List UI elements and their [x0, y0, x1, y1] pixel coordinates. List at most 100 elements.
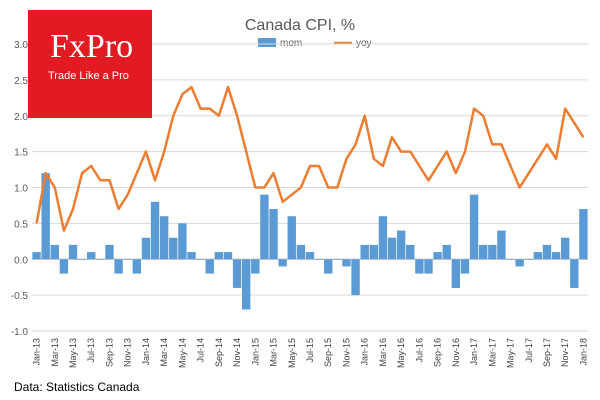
legend-mom-swatch [258, 38, 276, 47]
mom-bar [242, 259, 251, 310]
x-tick-label: Jan-15 [250, 338, 260, 366]
x-tick-label: Sep-15 [323, 338, 333, 367]
x-tick-label: May-15 [287, 338, 297, 368]
x-tick-label: Jul-14 [196, 338, 206, 363]
y-tick-label: 2.5 [14, 76, 28, 87]
source-note: Data: Statistics Canada [14, 380, 140, 394]
x-tick-label: Jul-15 [305, 338, 315, 363]
mom-bar [141, 237, 151, 260]
x-tick-label: Jul-17 [524, 338, 534, 363]
mom-bar [533, 252, 543, 260]
x-tick-label: Jan-14 [141, 338, 151, 366]
x-tick-label: Mar-15 [269, 338, 279, 367]
x-tick-label: May-17 [506, 338, 516, 368]
yoy-line [35, 85, 585, 232]
mom-bar [570, 259, 579, 288]
x-tick-label: Jul-13 [86, 338, 96, 363]
mom-bar [278, 259, 287, 267]
mom-bar [515, 259, 524, 267]
mom-bar [41, 173, 50, 260]
mom-bar [324, 259, 333, 274]
mom-bar [223, 252, 233, 260]
y-tick-label: 1.5 [14, 148, 28, 159]
mom-bar [369, 244, 378, 260]
mom-bar [442, 244, 451, 260]
mom-bar [68, 244, 78, 260]
mom-bars [32, 173, 588, 310]
x-tick-label: Mar-16 [378, 338, 388, 367]
mom-bar [579, 209, 588, 260]
mom-bar [387, 237, 397, 260]
x-tick-label: Nov-15 [341, 338, 351, 367]
x-tick-label: Mar-17 [487, 338, 497, 367]
logo-name: FxPro [50, 28, 134, 65]
mom-bar [260, 194, 269, 260]
x-tick-label: Mar-14 [159, 338, 169, 367]
x-tick-label: Mar-13 [50, 338, 60, 367]
y-tick-label: 2.0 [14, 112, 28, 123]
mom-bar [305, 252, 315, 260]
mom-bar [32, 252, 41, 260]
chart-title: Canada CPI, % [245, 17, 355, 34]
mom-bar [123, 259, 132, 260]
mom-bar [551, 252, 561, 260]
mom-bar [114, 259, 123, 274]
mom-bar [150, 201, 160, 260]
mom-bar [433, 252, 442, 260]
x-tick-label: Jan-18 [578, 338, 588, 366]
mom-bar [333, 259, 342, 260]
mom-bar [96, 259, 105, 260]
mom-bar [497, 230, 506, 260]
y-tick-label: -1.0 [11, 327, 29, 338]
x-tick-label: Jan-17 [469, 338, 479, 366]
x-tick-label: Nov-14 [232, 338, 242, 367]
fxpro-logo: FxPro Trade Like a Pro [28, 10, 152, 118]
y-tick-label: 0.5 [14, 219, 28, 230]
y-axis-ticks: 3.0 2.5 2.0 1.5 1.0 0.5 0.0 -0.5 -1.0 [11, 40, 29, 338]
y-tick-label: -0.5 [11, 291, 29, 302]
mom-bar [187, 252, 196, 260]
x-tick-label: Nov-13 [123, 338, 133, 367]
mom-bar [561, 237, 570, 260]
mom-bar [478, 244, 488, 260]
y-tick-label: 1.0 [14, 184, 28, 195]
yoy-series-line [35, 85, 585, 232]
mom-bar [314, 259, 324, 260]
mom-bar [351, 259, 360, 296]
mom-bar [105, 244, 114, 260]
mom-bar [424, 259, 433, 274]
x-tick-label: Sep-14 [214, 338, 224, 367]
mom-bar [269, 209, 278, 260]
x-tick-label: May-14 [177, 338, 187, 368]
x-tick-label: Sep-13 [104, 338, 114, 367]
mom-bar [232, 259, 242, 288]
mom-bar [205, 259, 214, 274]
mom-bar [542, 244, 552, 260]
mom-bar [87, 252, 96, 260]
mom-bar [132, 259, 142, 274]
mom-bar [287, 216, 296, 260]
mom-bar [214, 252, 224, 260]
mom-bar [451, 259, 461, 288]
x-tick-label: Jul-16 [414, 338, 424, 363]
mom-bar [396, 230, 406, 260]
mom-bar [406, 244, 415, 260]
mom-bar [251, 259, 260, 274]
x-tick-label: May-13 [68, 338, 78, 368]
mom-bar [159, 216, 169, 260]
x-tick-label: Nov-16 [451, 338, 461, 367]
x-tick-label: Jan-13 [32, 338, 42, 366]
mom-bar [77, 259, 87, 260]
x-axis-ticks: Jan-13 Mar-13 May-13 Jul-13 Sep-13 Nov-13 Jan-… [32, 338, 589, 368]
x-tick-label: May-16 [396, 338, 406, 368]
x-tick-label: Nov-17 [560, 338, 570, 367]
mom-bar [415, 259, 424, 274]
mom-bar [196, 259, 205, 260]
x-tick-label: Sep-17 [542, 338, 552, 367]
mom-bar [469, 194, 479, 260]
mom-bar [378, 216, 388, 260]
mom-bar [488, 244, 497, 260]
mom-bar [342, 259, 351, 267]
y-tick-label: 0.0 [14, 255, 28, 266]
